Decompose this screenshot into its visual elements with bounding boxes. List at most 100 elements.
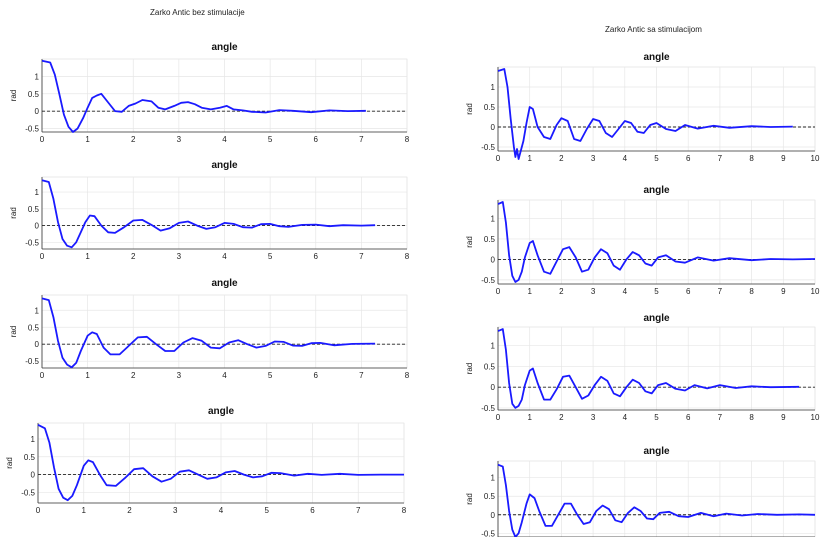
- x-tick-label: 4: [623, 413, 628, 422]
- y-tick-label: 0: [491, 255, 496, 264]
- x-tick-label: 4: [222, 371, 227, 380]
- x-tick-label: 7: [356, 506, 361, 515]
- plot-title: angle: [211, 42, 238, 53]
- x-tick-label: 1: [527, 287, 532, 296]
- y-tick-label: 0: [491, 123, 496, 132]
- x-tick-label: 2: [559, 287, 564, 296]
- y-tick-label: 0: [35, 340, 40, 349]
- x-tick-label: 2: [131, 252, 136, 261]
- plot-title: angle: [643, 185, 670, 196]
- x-tick-label: 1: [85, 371, 90, 380]
- x-tick-label: 4: [222, 135, 227, 144]
- series-line: [41, 59, 366, 133]
- y-tick-label: 1: [35, 188, 40, 197]
- x-tick-label: 7: [359, 135, 364, 144]
- x-tick-label: 5: [268, 252, 273, 261]
- x-tick-label: 1: [85, 252, 90, 261]
- series-line: [497, 68, 793, 160]
- x-tick-label: 4: [219, 506, 224, 515]
- x-tick-label: 1: [82, 506, 87, 515]
- x-tick-label: 2: [131, 135, 136, 144]
- x-tick-label: 2: [559, 413, 564, 422]
- x-tick-label: 3: [177, 371, 182, 380]
- y-tick-label: 1: [31, 435, 36, 444]
- x-tick-label: 4: [623, 154, 628, 163]
- y-tick-label: -0.5: [25, 357, 39, 366]
- x-tick-label: 3: [177, 135, 182, 144]
- y-tick-label: 0: [35, 222, 40, 231]
- y-tick-label: 0: [491, 511, 496, 520]
- y-axis-label: rad: [465, 236, 474, 248]
- x-tick-label: 0: [496, 413, 501, 422]
- x-tick-label: 9: [781, 154, 786, 163]
- x-tick-label: 8: [405, 252, 410, 261]
- x-tick-label: 2: [127, 506, 132, 515]
- y-tick-label: 1: [491, 83, 496, 92]
- y-tick-label: 0.5: [28, 90, 40, 99]
- y-tick-label: 1: [491, 214, 496, 223]
- x-tick-label: 3: [591, 154, 596, 163]
- x-tick-label: 10: [811, 154, 820, 163]
- y-tick-label: 0: [491, 383, 496, 392]
- x-tick-label: 8: [405, 135, 410, 144]
- y-tick-label: -0.5: [25, 238, 39, 247]
- x-tick-label: 10: [811, 287, 820, 296]
- plot-title: angle: [211, 160, 238, 171]
- y-axis-label: rad: [9, 207, 18, 219]
- x-tick-label: 8: [405, 371, 410, 380]
- x-tick-label: 3: [591, 413, 596, 422]
- y-tick-label: 0.5: [28, 323, 40, 332]
- y-tick-label: 1: [35, 306, 40, 315]
- y-tick-label: 0.5: [484, 235, 496, 244]
- x-tick-label: 0: [496, 154, 501, 163]
- y-tick-label: 1: [491, 342, 496, 351]
- x-tick-label: 5: [265, 506, 270, 515]
- x-tick-label: 8: [402, 506, 407, 515]
- x-tick-label: 6: [686, 413, 691, 422]
- y-axis-label: rad: [9, 90, 18, 102]
- y-tick-label: 0: [31, 471, 36, 480]
- y-axis-label: rad: [465, 363, 474, 375]
- x-tick-label: 6: [310, 506, 315, 515]
- x-tick-label: 6: [314, 371, 319, 380]
- x-tick-label: 8: [749, 413, 754, 422]
- y-tick-label: -0.5: [481, 143, 495, 152]
- series-line: [41, 179, 376, 249]
- x-tick-label: 7: [359, 371, 364, 380]
- plot-title: angle: [643, 446, 670, 457]
- x-tick-label: 6: [686, 154, 691, 163]
- y-axis-label: rad: [465, 103, 474, 115]
- plot-title: angle: [211, 278, 238, 289]
- x-tick-label: 0: [40, 135, 45, 144]
- x-tick-label: 10: [811, 413, 820, 422]
- x-tick-label: 4: [623, 287, 628, 296]
- y-tick-label: -0.5: [481, 276, 495, 285]
- x-tick-label: 1: [527, 413, 532, 422]
- y-tick-label: 0.5: [484, 103, 496, 112]
- plot-title: angle: [643, 313, 670, 324]
- x-tick-label: 6: [686, 287, 691, 296]
- x-tick-label: 7: [718, 287, 723, 296]
- x-tick-label: 0: [496, 287, 501, 296]
- x-tick-label: 3: [177, 252, 182, 261]
- y-tick-label: -0.5: [25, 125, 39, 134]
- plot-title: angle: [643, 52, 670, 63]
- y-tick-label: 0.5: [484, 362, 496, 371]
- x-tick-label: 7: [718, 413, 723, 422]
- x-tick-label: 6: [314, 135, 319, 144]
- x-tick-label: 9: [781, 287, 786, 296]
- x-tick-label: 5: [268, 371, 273, 380]
- y-axis-label: rad: [9, 326, 18, 338]
- y-tick-label: 0.5: [484, 492, 496, 501]
- x-tick-label: 7: [359, 252, 364, 261]
- y-tick-label: 0.5: [24, 453, 36, 462]
- y-tick-label: 1: [35, 72, 40, 81]
- right-figure-title: Zarko Antic sa stimulacijom: [605, 25, 702, 34]
- x-tick-label: 7: [718, 154, 723, 163]
